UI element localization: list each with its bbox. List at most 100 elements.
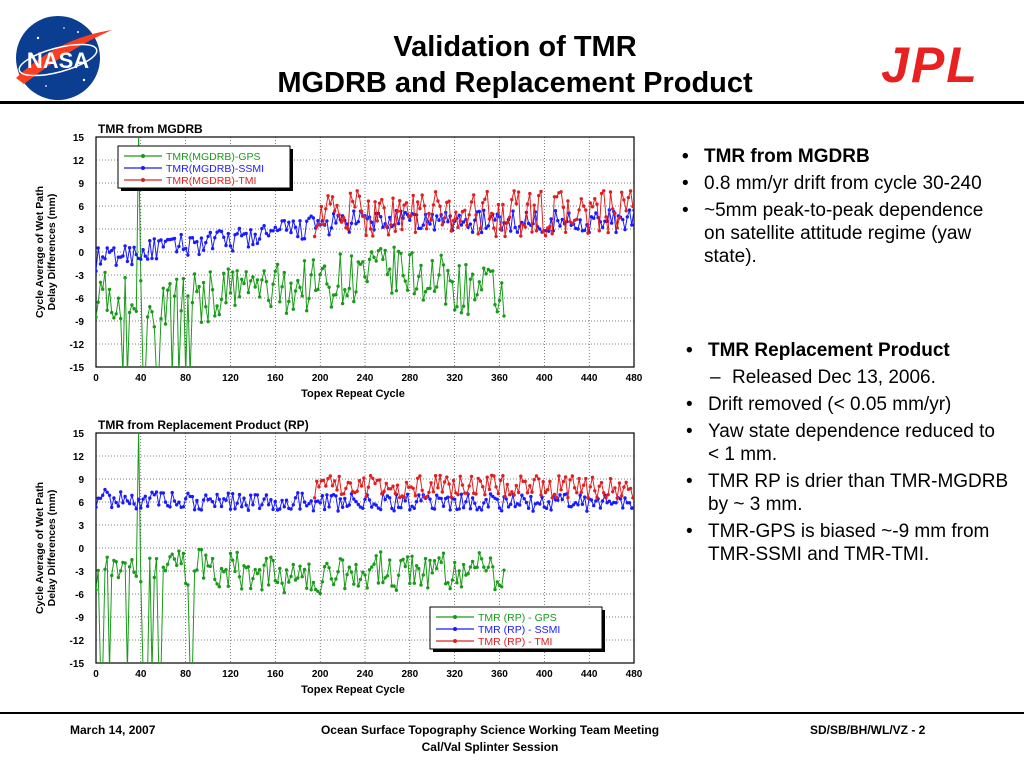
data-point	[208, 230, 212, 235]
data-point	[525, 202, 530, 206]
data-point	[177, 244, 181, 249]
data-point	[416, 200, 420, 204]
data-point	[338, 497, 342, 501]
data-point	[586, 496, 590, 500]
header-divider	[0, 101, 1024, 104]
data-point	[532, 477, 536, 482]
data-point	[553, 209, 558, 213]
data-point	[172, 294, 177, 298]
data-point	[284, 568, 289, 572]
data-point	[502, 314, 506, 318]
data-point	[186, 294, 190, 298]
data-point	[457, 264, 461, 268]
data-point	[432, 289, 437, 293]
data-point	[284, 311, 289, 315]
data-point	[392, 509, 396, 513]
data-point	[470, 496, 475, 500]
data-point	[461, 562, 466, 567]
data-point	[385, 494, 390, 498]
x-tick-label: 160	[267, 373, 284, 384]
data-point	[450, 578, 455, 582]
data-point	[119, 490, 123, 494]
data-point	[479, 288, 484, 292]
data-point	[98, 280, 103, 284]
data-point	[465, 223, 469, 227]
data-point	[484, 272, 488, 276]
x-tick-label: 400	[536, 373, 553, 384]
data-point	[374, 554, 378, 558]
data-point	[273, 225, 277, 229]
data-point	[604, 496, 608, 500]
data-point	[392, 245, 396, 249]
data-point	[621, 217, 625, 222]
data-point	[130, 493, 134, 498]
data-point	[404, 480, 409, 485]
footer-divider	[0, 712, 1024, 714]
data-point	[383, 248, 387, 253]
data-point	[491, 494, 495, 499]
data-point	[264, 231, 269, 236]
data-point	[583, 228, 587, 232]
y-axis-label: Cycle Average of Wet PathDelay Differenc…	[34, 186, 58, 318]
data-point	[293, 496, 298, 500]
data-point	[405, 288, 410, 292]
data-point	[260, 278, 264, 282]
data-point	[381, 257, 385, 262]
data-point	[222, 271, 226, 275]
data-point	[361, 260, 365, 264]
data-point	[179, 232, 183, 237]
data-point	[324, 207, 328, 211]
legend-box	[117, 145, 291, 189]
data-point	[213, 314, 217, 318]
data-point	[476, 232, 480, 236]
data-point	[393, 229, 397, 233]
data-point	[364, 233, 368, 238]
data-point	[361, 570, 365, 574]
data-point	[498, 478, 503, 482]
y-tick-label: 9	[78, 475, 84, 486]
data-point	[317, 485, 321, 489]
data-point	[472, 193, 476, 197]
data-point	[384, 481, 388, 486]
data-point	[231, 492, 235, 496]
data-point	[496, 202, 501, 207]
data-point	[217, 497, 221, 502]
data-point	[451, 478, 456, 483]
data-point	[201, 498, 206, 502]
data-point	[608, 477, 613, 481]
data-point	[300, 294, 304, 298]
x-tick-label: 40	[135, 669, 147, 680]
data-point	[388, 267, 392, 271]
data-point	[348, 191, 353, 195]
data-point	[486, 224, 490, 228]
data-point	[291, 307, 295, 311]
y-tick-label: 15	[73, 133, 85, 144]
data-point	[195, 240, 199, 244]
data-point	[423, 556, 428, 561]
data-point	[284, 498, 289, 502]
data-point	[139, 257, 143, 261]
bullet-item: TMR RP is drier than TMR-MGDRB by ~ 3 mm…	[680, 470, 1010, 516]
data-point	[447, 199, 451, 203]
data-point	[257, 568, 262, 572]
data-point	[201, 576, 206, 580]
data-point	[440, 223, 444, 227]
plot-series-group	[96, 137, 634, 367]
data-point	[431, 203, 436, 207]
data-point	[130, 262, 134, 267]
data-point	[412, 292, 416, 296]
y-tick-label: 12	[73, 452, 85, 463]
data-point	[96, 568, 100, 573]
data-point	[278, 227, 282, 232]
data-point	[495, 497, 499, 501]
data-point	[352, 582, 356, 586]
data-point	[602, 189, 606, 193]
data-point	[224, 243, 228, 248]
data-point	[586, 231, 590, 235]
data-point	[617, 481, 622, 485]
x-tick-label: 240	[357, 373, 374, 384]
data-point	[585, 509, 589, 513]
data-point	[329, 577, 334, 581]
data-point	[627, 208, 632, 212]
data-point	[125, 259, 130, 264]
